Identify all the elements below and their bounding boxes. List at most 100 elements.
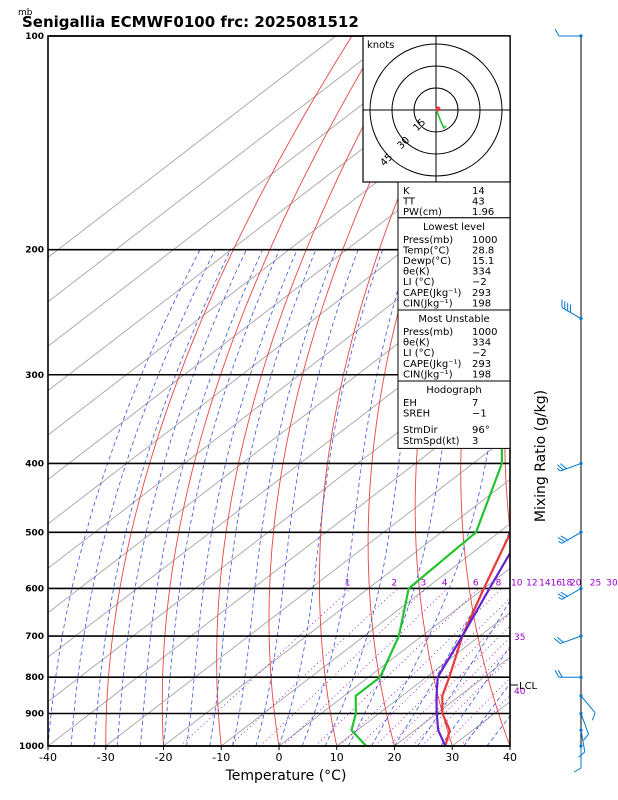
wind-barb-staff [580,713,589,735]
lowest-level-row-label: CIN(Jkg⁻¹) [403,298,453,309]
isotherm [509,745,510,746]
index-tt-label: TT [402,197,416,208]
isotherm [48,167,510,525]
most-unstable-row-label: LI (°C) [403,348,435,359]
wind-profile [553,28,596,773]
dry-adiabat [161,36,383,746]
lowest-level-row-value: 198 [472,298,491,309]
most-unstable-row-label: CIN(Jkg⁻¹) [403,369,453,380]
side-number-40: 40 [514,687,526,697]
isotherm [48,36,452,347]
mixing-ratio-label: 25 [590,578,601,588]
moist-adiabat [278,249,383,746]
lowest-level-header: Lowest level [423,222,485,233]
index-k-label: K [403,186,410,197]
lowest-level-row-label: θe(K) [403,267,430,278]
temperature-tick-label: 30 [445,751,459,764]
wind-barb-staff [561,307,582,319]
wind-barb-flag [556,468,561,472]
lowest-level-row-value: 28.8 [472,245,494,256]
mixing-ratio-label: 12 [526,578,537,588]
mixing-ratio-label: 14 [539,578,551,588]
mixing-ratio-line [229,588,398,746]
lowest-level-row-value: 334 [472,267,491,278]
isotherm [105,434,510,746]
pressure-tick-label: 500 [25,528,44,538]
index-k-value: 14 [472,186,485,197]
isotherm [163,478,510,746]
mixing-ratio-line [358,597,510,746]
dry-adiabat [318,36,472,746]
isotherm [568,36,618,746]
mixing-ratio-line [179,588,351,746]
isotherm [48,212,510,569]
most-unstable-header: Most Unstable [418,314,489,325]
index-box [397,217,511,311]
lowest-level-row-label: Press(mb) [403,235,453,246]
hodograph-row-label: StmSpd(kt) [403,436,460,447]
pressure-tick-label: 1000 [19,742,44,752]
moist-adiabat [394,529,510,746]
temperature-tick-label: -10 [212,751,230,764]
side-number-35: 35 [514,633,525,643]
dry-adiabat [548,36,618,761]
lowest-level-row-value: 293 [472,288,491,299]
chart-title: Senigallia ECMWF0100 frc: 2025081512 [22,13,359,31]
mixing-ratio-line [460,694,510,746]
hodograph-section-header: Hodograph [426,385,481,396]
pressure-tick-label: 900 [25,710,44,720]
dry-adiabat [589,36,618,761]
pressure-tick-label: 300 [25,371,44,381]
mixing-ratio-label: 8 [496,578,502,588]
wind-barb-flag [560,463,567,470]
isotherm [336,612,510,746]
isotherm [48,36,394,303]
mixing-ratio-line [388,625,510,746]
mixing-ratio-line [259,588,427,746]
isotherm [48,256,510,614]
index-pw(cm)-value: 1.96 [472,207,494,218]
index-pw(cm)-label: PW(cm) [403,207,442,218]
x-axis-label: Temperature (°C) [225,768,347,784]
lowest-level-row-label: LI (°C) [403,277,435,288]
dry-adiabat [268,36,442,746]
mixing-ratio-label: 3 [420,578,426,588]
pressure-tick-label: 100 [25,32,44,42]
temperature-tick-label: 20 [388,751,402,764]
dewpoint-profile [350,319,510,746]
wind-barb-flag [582,733,589,741]
isotherm [48,301,510,658]
most-unstable-row-label: Press(mb) [403,327,453,338]
hodograph-row-value: −1 [472,409,487,420]
wind-barb-staff [560,635,582,645]
wind-barb-flag [560,591,568,597]
isotherm [48,36,336,258]
mixing-ratio-label: 1 [345,578,351,588]
most-unstable-row-value: 1000 [472,327,497,338]
moist-adiabat [417,599,510,746]
moist-adiabat [48,249,201,746]
most-unstable-row-value: 293 [472,359,491,370]
parcel-profile [435,551,510,746]
dry-adiabat [105,36,353,746]
index-box [397,309,511,382]
hodograph-row-value: 96° [472,425,490,436]
moist-adiabat [209,249,317,746]
moist-adiabat [186,249,298,746]
mixing-ratio-label: 20 [570,578,582,588]
index-box [397,181,511,219]
pressure-tick-label: 700 [25,632,44,642]
wind-barb-flag [556,636,564,643]
temperature-profile [441,531,510,746]
mixing-ratio-label: 2 [392,578,398,588]
wind-barb-flag [591,712,596,721]
mixing-ratio-line [411,647,510,746]
index-box [397,380,511,449]
isotherm [221,523,510,746]
wind-barb-staff [561,588,582,600]
moist-adiabat [255,249,359,746]
moist-adiabat [232,249,337,746]
profiles [350,319,510,746]
